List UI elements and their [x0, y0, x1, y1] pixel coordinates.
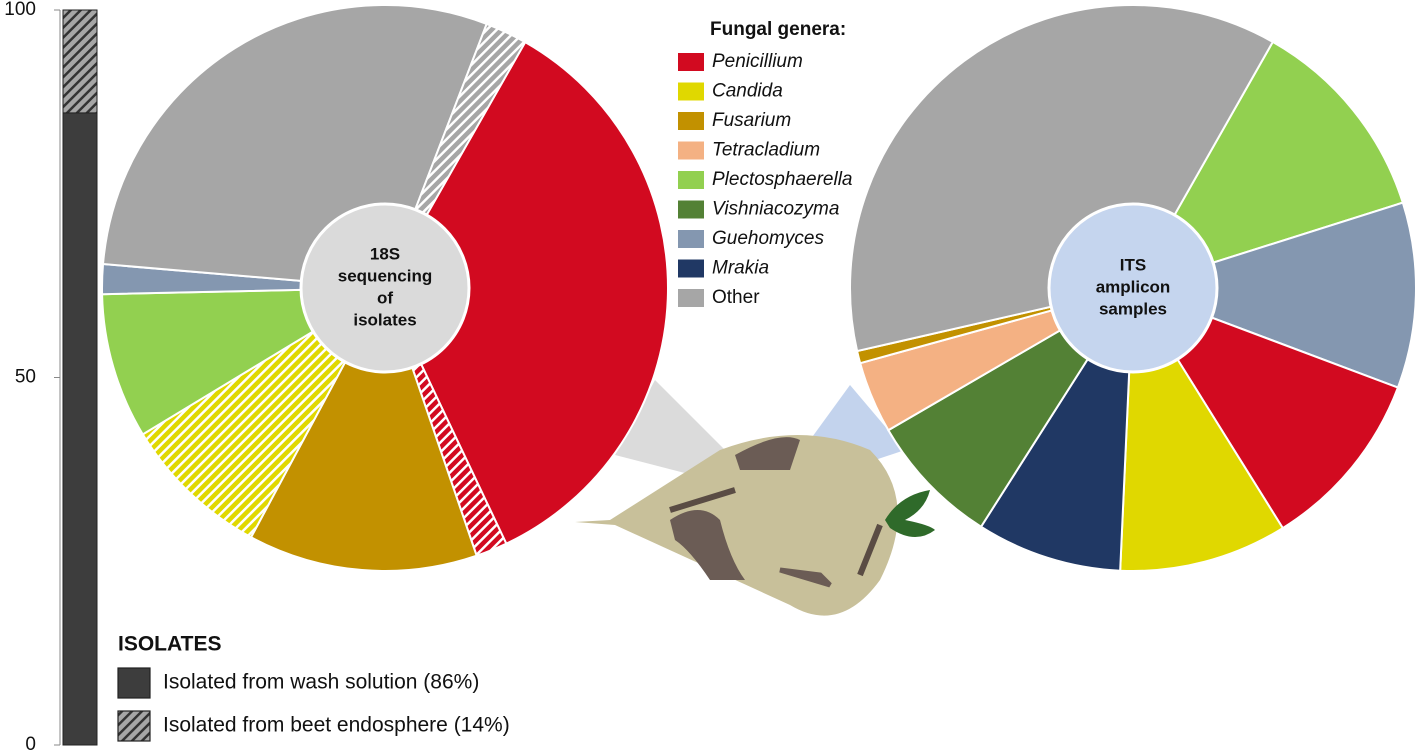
- legend-label: Plectosphaerella: [712, 169, 852, 190]
- center-label: 18S: [370, 244, 400, 263]
- beet-root: [575, 435, 898, 616]
- legend-label: Other: [712, 287, 760, 308]
- legend-swatch: [117, 710, 151, 742]
- beet-spot: [669, 487, 736, 513]
- legend-swatch: [678, 200, 704, 219]
- beet-spot: [735, 437, 800, 470]
- beet-leaves: [885, 490, 935, 538]
- pie-slice: [141, 285, 388, 539]
- beet-illustration: [575, 380, 935, 616]
- pie-slice: [249, 285, 478, 572]
- center-label: isolates: [353, 310, 416, 329]
- legend-swatch: [678, 230, 704, 248]
- beet-spot: [670, 510, 745, 580]
- legend-swatch: [117, 667, 151, 699]
- pie-center: [1047, 202, 1219, 374]
- y-tick-label: 0: [25, 734, 36, 755]
- beet-spot: [779, 567, 832, 588]
- legend-label: Tetracladium: [712, 140, 820, 161]
- center-label: samples: [1099, 299, 1167, 318]
- bar-segment: [62, 112, 98, 746]
- legend-label: Fusarium: [712, 110, 791, 131]
- bar-segment: [62, 9, 98, 114]
- center-label: ITS: [1120, 255, 1146, 274]
- center-label: of: [377, 288, 393, 307]
- legend-label: Isolated from beet endosphere (14%): [163, 714, 510, 737]
- legend-swatch: [678, 53, 704, 71]
- y-tick-label: 100: [4, 0, 36, 20]
- legend-label: Penicillium: [712, 51, 803, 72]
- y-tick-label: 50: [15, 367, 36, 388]
- legend-label: Isolated from wash solution (86%): [163, 671, 479, 694]
- pie-slice: [383, 40, 669, 546]
- pie-slice: [1130, 40, 1405, 290]
- legend-swatch: [678, 259, 704, 278]
- pie-slice: [1129, 201, 1417, 389]
- legend-label: Guehomyces: [712, 228, 824, 249]
- pie-center: [299, 202, 471, 374]
- legend-title: Fungal genera:: [710, 19, 846, 40]
- pie-slice: [1130, 286, 1400, 530]
- center-label: amplicon: [1096, 277, 1171, 296]
- beet-spot: [857, 523, 883, 577]
- legend-label: Mrakia: [712, 258, 769, 279]
- legend-swatch: [678, 82, 704, 101]
- pie-slice: [849, 4, 1275, 353]
- legend-label: Vishniacozyma: [712, 199, 839, 220]
- legend-swatch: [678, 171, 704, 189]
- legend-swatch: [678, 289, 704, 307]
- legend-swatch: [678, 112, 704, 130]
- center-label: sequencing: [338, 266, 432, 285]
- legend-label: Candida: [712, 81, 783, 102]
- legend-title: ISOLATES: [118, 633, 221, 656]
- legend-swatch: [678, 141, 704, 160]
